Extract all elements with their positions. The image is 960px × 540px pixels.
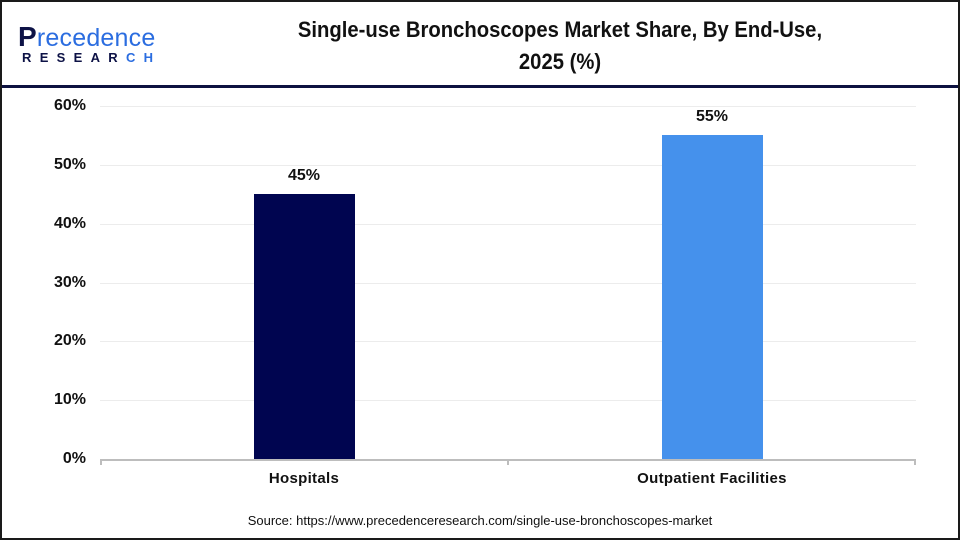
data-label: 45% <box>287 167 321 185</box>
data-label: 55% <box>695 108 729 126</box>
bar-hospitals <box>253 194 355 459</box>
y-axis-tick-label: 60% <box>53 97 86 114</box>
chart-title: Single-use Bronchoscopes Market Share, B… <box>297 17 823 74</box>
plot-area: 0% 10% 20% 30% 40% 50% 60% 45% Hospitals 55% Outpa… <box>54 97 916 487</box>
y-axis-tick-label: 10% <box>53 391 86 409</box>
logo-subtitle: RESEARCH <box>22 50 162 65</box>
x-axis-category-label: Outpatient Facilities <box>637 470 787 487</box>
y-axis-tick-label: 30% <box>53 273 86 291</box>
y-axis-tick-label: 20% <box>53 332 86 350</box>
source-note: Source: https://www.precedenceresearch.c… <box>247 513 713 528</box>
x-axis-tick <box>100 459 102 465</box>
gridline <box>100 282 916 284</box>
gridline <box>100 341 916 343</box>
y-axis-tick-label: 40% <box>53 214 86 232</box>
gridline <box>100 400 916 402</box>
x-axis-category-label: Hospitals <box>268 470 340 487</box>
y-axis-tick-label: 0% <box>62 450 86 467</box>
gridline <box>100 164 916 166</box>
chart-header: Precedence RESEARCH Single-use Bronchosc… <box>2 2 958 88</box>
bar-outpatient-facilities <box>661 135 763 459</box>
x-axis-tick <box>507 459 509 465</box>
x-axis-tick <box>914 459 916 465</box>
logo-p-icon: P <box>18 21 37 52</box>
gridline <box>100 223 916 225</box>
gridline <box>100 106 916 107</box>
y-axis-tick-label: 50% <box>53 155 86 173</box>
logo-wordmark: Precedence <box>18 21 156 52</box>
precedence-research-logo: Precedence RESEARCH <box>18 21 168 68</box>
